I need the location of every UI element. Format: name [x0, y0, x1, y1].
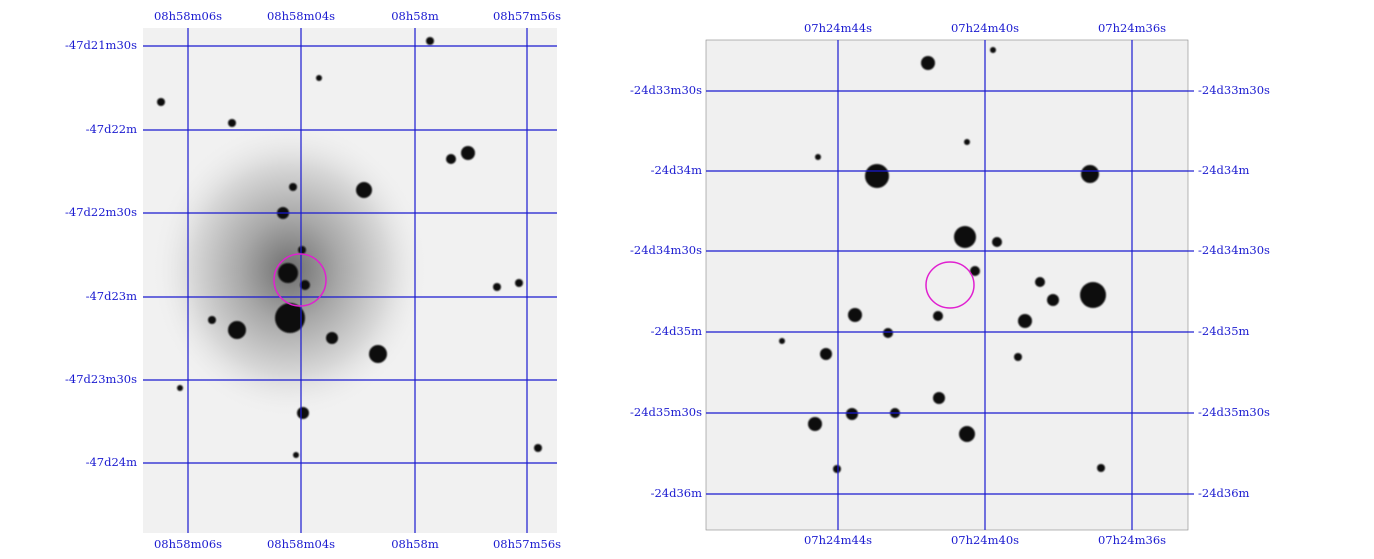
star: [883, 328, 893, 338]
dec-label: -47d22m30s: [65, 205, 137, 219]
target-circle: [925, 261, 975, 309]
ra-label: 08h58m06s: [154, 9, 222, 23]
star: [369, 345, 387, 363]
dec-label: -24d36m: [651, 486, 703, 500]
star: [959, 426, 975, 442]
star: [921, 56, 935, 70]
star: [808, 417, 822, 431]
star: [865, 164, 889, 188]
star: [228, 321, 246, 339]
star: [1035, 277, 1045, 287]
ra-label: 08h58m04s: [267, 537, 335, 551]
star: [933, 392, 945, 404]
star: [1080, 282, 1106, 308]
star: [1047, 294, 1059, 306]
star: [933, 311, 943, 321]
star: [954, 226, 976, 248]
ra-label: 07h24m44s: [804, 21, 872, 35]
star: [275, 303, 305, 333]
dec-label: -24d35m30s: [1198, 405, 1270, 419]
dec-label: -24d34m30s: [1198, 243, 1270, 257]
ra-label: 07h24m40s: [951, 21, 1019, 35]
dec-label: -47d23m30s: [65, 372, 137, 386]
target-circle: [273, 253, 327, 307]
star: [356, 182, 372, 198]
star: [298, 246, 306, 254]
star: [493, 283, 501, 291]
star: [426, 37, 434, 45]
dec-label: -24d34m: [651, 163, 703, 177]
star: [534, 444, 542, 452]
dec-label: -24d36m: [1198, 486, 1250, 500]
star: [990, 47, 996, 53]
dec-label: -47d21m30s: [65, 38, 137, 52]
star: [820, 348, 832, 360]
stars: [157, 37, 1106, 473]
star: [446, 154, 456, 164]
star: [846, 408, 858, 420]
ra-label: 07h24m36s: [1098, 21, 1166, 35]
star: [289, 183, 297, 191]
star: [293, 452, 299, 458]
star: [1081, 165, 1099, 183]
star: [300, 280, 310, 290]
dec-label: -47d22m: [86, 122, 138, 136]
dec-label: -24d35m: [1198, 324, 1250, 338]
star: [815, 154, 821, 160]
star: [461, 146, 475, 160]
dec-label: -47d24m: [86, 455, 138, 469]
star: [515, 279, 523, 287]
ra-label: 07h24m44s: [804, 533, 872, 547]
labels: 08h58m06s 08h58m06s 08h58m04s 08h58m04s 08h5…: [65, 9, 1270, 551]
star: [970, 266, 980, 276]
dec-label: -24d34m: [1198, 163, 1250, 177]
dec-label: -47d23m: [86, 289, 138, 303]
star: [833, 465, 841, 473]
star: [1018, 314, 1032, 328]
star: [326, 332, 338, 344]
dec-label: -24d34m30s: [630, 243, 702, 257]
ra-label: 08h57m56s: [493, 9, 561, 23]
star: [297, 407, 309, 419]
grids: [143, 28, 1194, 533]
dec-label: -24d33m30s: [630, 83, 702, 97]
dec-label: -24d35m30s: [630, 405, 702, 419]
star: [157, 98, 165, 106]
star: [848, 308, 862, 322]
star: [1014, 353, 1022, 361]
right-image: [705, 39, 1189, 531]
star: [208, 316, 216, 324]
ra-label: 07h24m36s: [1098, 533, 1166, 547]
star: [278, 263, 298, 283]
star: [1097, 464, 1105, 472]
ra-label: 08h58m06s: [154, 537, 222, 551]
ra-label: 08h58m: [391, 537, 439, 551]
star: [316, 75, 322, 81]
ra-label: 08h58m04s: [267, 9, 335, 23]
star: [779, 338, 785, 344]
star: [964, 139, 970, 145]
dec-label: -24d35m: [651, 324, 703, 338]
star: [992, 237, 1002, 247]
star: [228, 119, 236, 127]
star: [177, 385, 183, 391]
ra-label: 07h24m40s: [951, 533, 1019, 547]
ra-label: 08h58m: [391, 9, 439, 23]
ra-label: 08h57m56s: [493, 537, 561, 551]
dec-label: -24d33m30s: [1198, 83, 1270, 97]
